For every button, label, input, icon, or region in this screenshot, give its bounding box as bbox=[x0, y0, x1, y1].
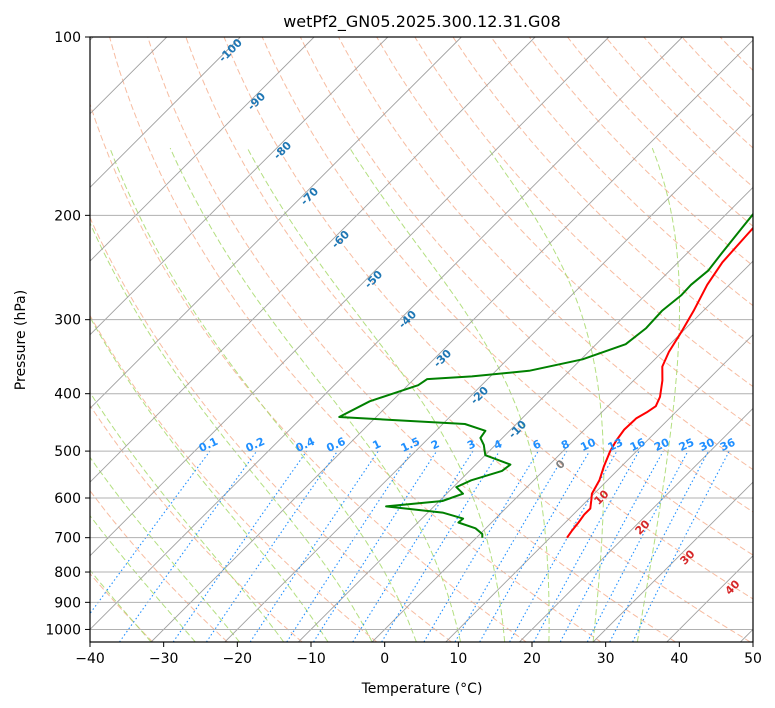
dry-adiabat-line bbox=[147, 37, 676, 642]
isotherm-line bbox=[90, 37, 389, 336]
y-tick-label: 200 bbox=[54, 208, 81, 224]
isotherm-line bbox=[592, 481, 753, 642]
mixing-ratio-label: 16 bbox=[628, 436, 648, 454]
y-axis-title: Pressure (hPa) bbox=[13, 290, 29, 390]
isotherm-line bbox=[90, 37, 536, 483]
x-tick-label: 50 bbox=[744, 651, 762, 667]
moist-adiabat-line bbox=[109, 147, 417, 642]
dry-adiabat-line bbox=[90, 314, 378, 642]
x-tick-label: 10 bbox=[449, 651, 467, 667]
mixing-ratio-line bbox=[381, 450, 500, 642]
dry-adiabat-line bbox=[338, 37, 753, 471]
dry-adiabat-line bbox=[414, 37, 753, 388]
mixing-ratio-label: 10 bbox=[578, 436, 598, 454]
mixing-ratio-line bbox=[632, 450, 730, 642]
mixing-ratio-line bbox=[119, 450, 258, 642]
x-axis-title: Temperature (°C) bbox=[361, 681, 483, 697]
dewpoint-profile-line bbox=[338, 212, 753, 538]
mixing-ratio-line bbox=[352, 450, 474, 642]
temperature-profile-line bbox=[566, 226, 753, 539]
chart-title: wetPf2_GN05.2025.300.12.31.G08 bbox=[283, 12, 561, 32]
mixing-ratio-line bbox=[313, 450, 438, 642]
isotherm-line bbox=[445, 334, 753, 642]
x-tick-label: 20 bbox=[523, 651, 541, 667]
y-tick-label: 400 bbox=[54, 387, 81, 403]
isotherm-line bbox=[519, 407, 753, 642]
dry-adiabat-line bbox=[223, 37, 753, 600]
mixing-ratio-line bbox=[205, 450, 338, 642]
y-tick-label: 100 bbox=[54, 30, 81, 46]
mixing-ratio-line bbox=[286, 450, 413, 642]
y-tick-label: 900 bbox=[54, 595, 81, 611]
isotherm-line bbox=[371, 260, 753, 642]
isotherm-line bbox=[150, 39, 753, 642]
mixing-ratio-label: 13 bbox=[606, 436, 625, 454]
plot-frame bbox=[89, 36, 754, 643]
y-tick-label: 700 bbox=[54, 531, 81, 547]
axes: −40 −30 −20 −10 0 10 20 30 40 50 100 200 300 400 500 60… bbox=[45, 30, 762, 667]
mixing-ratio-line bbox=[172, 450, 308, 642]
dry-adiabat-line bbox=[299, 37, 753, 513]
dry-adiabat-line bbox=[261, 37, 753, 556]
x-tick-label: −20 bbox=[223, 651, 253, 667]
isotherm-line bbox=[298, 186, 753, 642]
isotherm-line bbox=[90, 37, 683, 631]
dry-adiabat-line bbox=[90, 216, 452, 642]
dry-adiabat-line bbox=[109, 37, 602, 642]
mixing-ratio-line bbox=[559, 450, 664, 642]
x-tick-label: 30 bbox=[597, 651, 615, 667]
y-tick-label: 300 bbox=[54, 313, 81, 329]
y-tick-label: 1000 bbox=[45, 622, 81, 638]
x-tick-label: 40 bbox=[670, 651, 688, 667]
mixing-ratio-label: 25 bbox=[677, 436, 696, 454]
dry-adiabat-line bbox=[185, 37, 751, 642]
y-tick-label: 600 bbox=[54, 491, 81, 507]
mixing-ratio-line bbox=[533, 450, 640, 642]
dry-adiabat-line bbox=[90, 489, 228, 642]
mixing-ratio-label: 30 bbox=[697, 436, 717, 454]
mixing-ratio-line bbox=[249, 450, 379, 642]
mixing-ratio-label: 36 bbox=[718, 436, 738, 454]
dry-adiabat-line bbox=[376, 37, 753, 429]
isotherm-line bbox=[90, 37, 315, 262]
x-tick-label: 0 bbox=[380, 651, 389, 667]
x-tick-label: −10 bbox=[296, 651, 326, 667]
background-lines bbox=[90, 37, 753, 642]
dry-adiabat-line bbox=[90, 404, 303, 642]
y-tick-label: 800 bbox=[54, 565, 81, 581]
profile-lines bbox=[338, 212, 753, 539]
x-tick-label: −30 bbox=[149, 651, 179, 667]
isotherm-line bbox=[90, 37, 241, 189]
mixing-ratio-label: 20 bbox=[652, 436, 672, 454]
mixing-ratio-line bbox=[90, 450, 211, 615]
y-tick-label: 500 bbox=[54, 444, 81, 460]
isotherm-line bbox=[224, 113, 753, 642]
x-tick-label: −40 bbox=[75, 651, 105, 667]
isotherm-line bbox=[90, 37, 610, 557]
dry-adiabat-line bbox=[90, 102, 527, 642]
isotherm-line bbox=[90, 37, 462, 410]
